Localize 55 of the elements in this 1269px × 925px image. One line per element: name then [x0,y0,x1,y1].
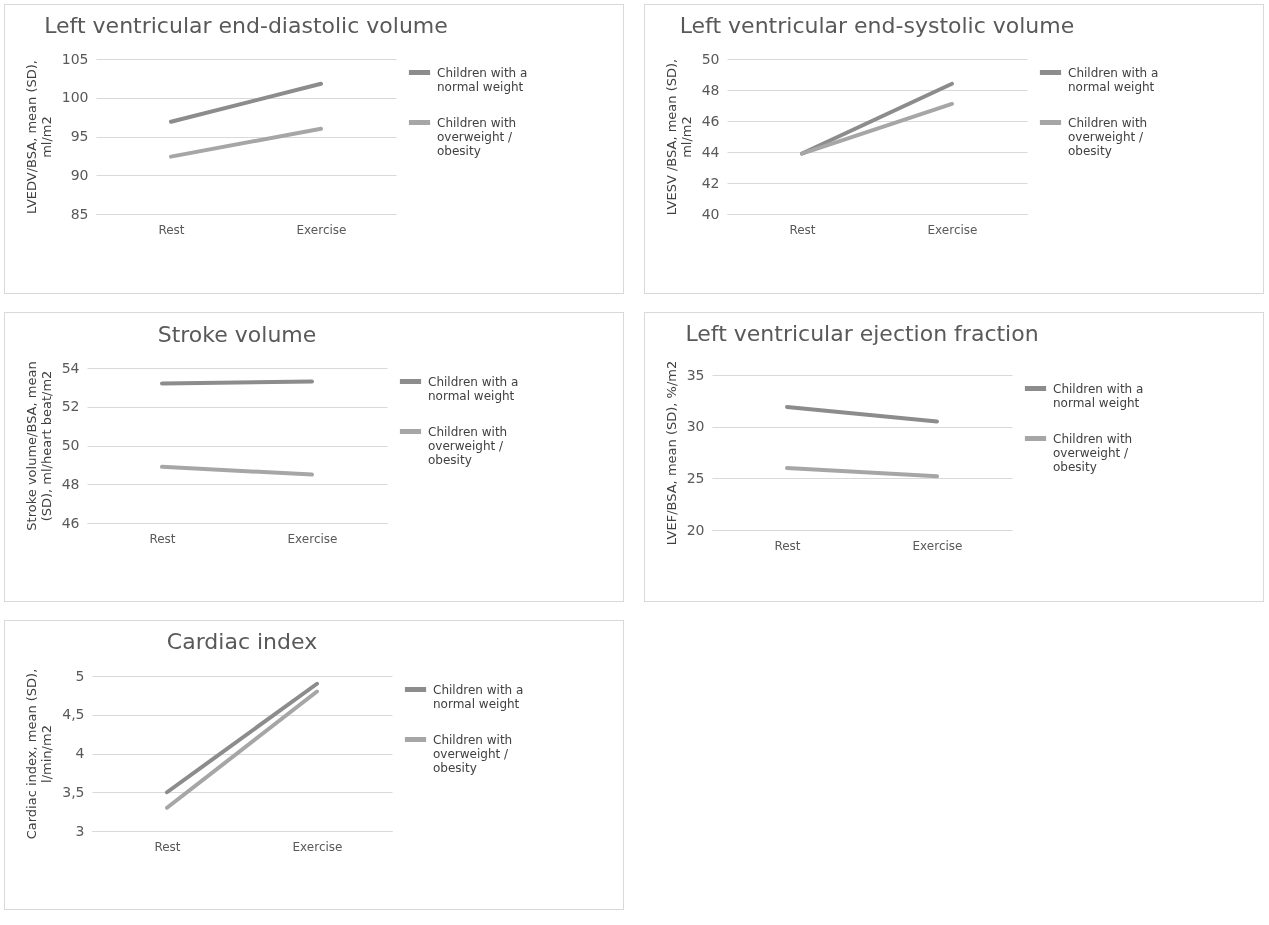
chart-title: Stroke volume [157,321,317,347]
x-tick-label: Exercise [912,538,963,553]
y-axis-title: Stroke volume/BSA, mean (SD), ml/heart beat/m2 [23,361,54,531]
y-tick-label: 85 [70,205,89,222]
x-tick-label: Rest [774,538,801,553]
legend-label: Children with overweight / obesity [1068,115,1148,158]
y-tick-label: 25 [686,469,705,486]
y-tick-label: 95 [70,128,89,144]
x-tick-label: Rest [158,222,185,237]
legend-label: Children with overweight / obesity [433,732,513,775]
y-tick-label: 54 [61,359,80,376]
legend-label: Children with a normal weight [1053,381,1144,410]
y-tick-label: 30 [686,418,705,435]
chart-title: Cardiac index [166,629,318,655]
y-tick-label: 35 [686,366,705,383]
x-tick-label: Rest [149,531,176,546]
y-tick-label: 3,5 [62,783,85,800]
y-tick-label: 105 [61,50,89,67]
chart-title: Left ventricular end-systolic volume [679,13,1075,38]
legend-label: Children with a normal weight [437,65,528,94]
y-axis-title: Cardiac index, mean (SD), l/min/m2 [24,668,55,840]
y-tick-label: 50 [61,437,80,453]
y-tick-label: 4 [75,745,85,761]
y-tick-label: 100 [61,89,89,106]
y-tick-label: 4,5 [62,706,85,723]
y-axis-title: LVEF/BSA, mean (SD), %/m2 [663,360,679,546]
y-tick-label: 90 [70,166,89,183]
y-tick-label: 44 [701,143,720,160]
y-tick-label: 46 [701,112,720,129]
x-tick-label: Exercise [287,531,338,546]
legend-label: Children with overweight / obesity [437,115,517,158]
legend-label: Children with a normal weight [1068,65,1159,94]
x-tick-label: Rest [789,222,816,237]
y-tick-label: 40 [701,205,720,222]
legend-label: Children with a normal weight [428,374,519,403]
x-tick-label: Exercise [292,839,343,854]
y-tick-label: 48 [701,81,720,98]
y-tick-label: 48 [61,475,80,492]
legend-label: Children with overweight / obesity [1053,431,1133,474]
y-tick-label: 50 [701,50,720,67]
y-tick-label: 42 [701,174,720,191]
y-axis-title: LVESV /BSA, mean (SD), ml/m2 [663,58,694,216]
legend-label: Children with overweight / obesity [428,424,508,467]
y-tick-label: 5 [75,667,85,684]
y-tick-label: 46 [61,514,80,531]
x-tick-label: Exercise [927,222,978,237]
legend-label: Children with a normal weight [433,682,524,711]
x-tick-label: Rest [154,839,181,854]
y-axis-title: LVEDV/BSA, mean (SD), ml/m2 [23,60,54,214]
x-tick-label: Exercise [296,222,347,237]
chart-title: Left ventricular end-diastolic volume [44,13,448,38]
y-tick-label: 20 [686,521,705,538]
y-tick-label: 52 [61,398,80,415]
y-tick-label: 3 [75,822,85,839]
chart-title: Left ventricular ejection fraction [685,321,1039,347]
